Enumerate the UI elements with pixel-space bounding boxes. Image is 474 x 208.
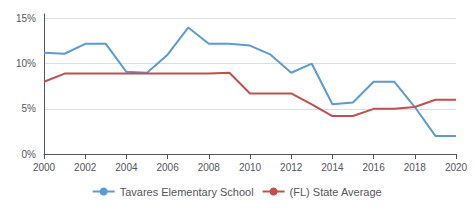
svg-text:2014: 2014 [321,162,344,173]
svg-text:2008: 2008 [198,162,221,173]
svg-text:2020: 2020 [445,162,468,173]
svg-text:2012: 2012 [280,162,303,173]
svg-text:2002: 2002 [74,162,97,173]
svg-text:2010: 2010 [239,162,262,173]
svg-text:Tavares Elementary School: Tavares Elementary School [120,186,254,198]
svg-text:5%: 5% [22,103,37,114]
svg-text:(FL) State Average: (FL) State Average [290,186,382,198]
svg-text:2018: 2018 [404,162,427,173]
svg-text:2000: 2000 [33,162,56,173]
svg-text:2004: 2004 [115,162,138,173]
svg-text:15%: 15% [16,13,36,24]
svg-text:2006: 2006 [156,162,179,173]
svg-text:10%: 10% [16,58,36,69]
svg-text:2016: 2016 [362,162,385,173]
svg-text:0%: 0% [22,149,37,160]
